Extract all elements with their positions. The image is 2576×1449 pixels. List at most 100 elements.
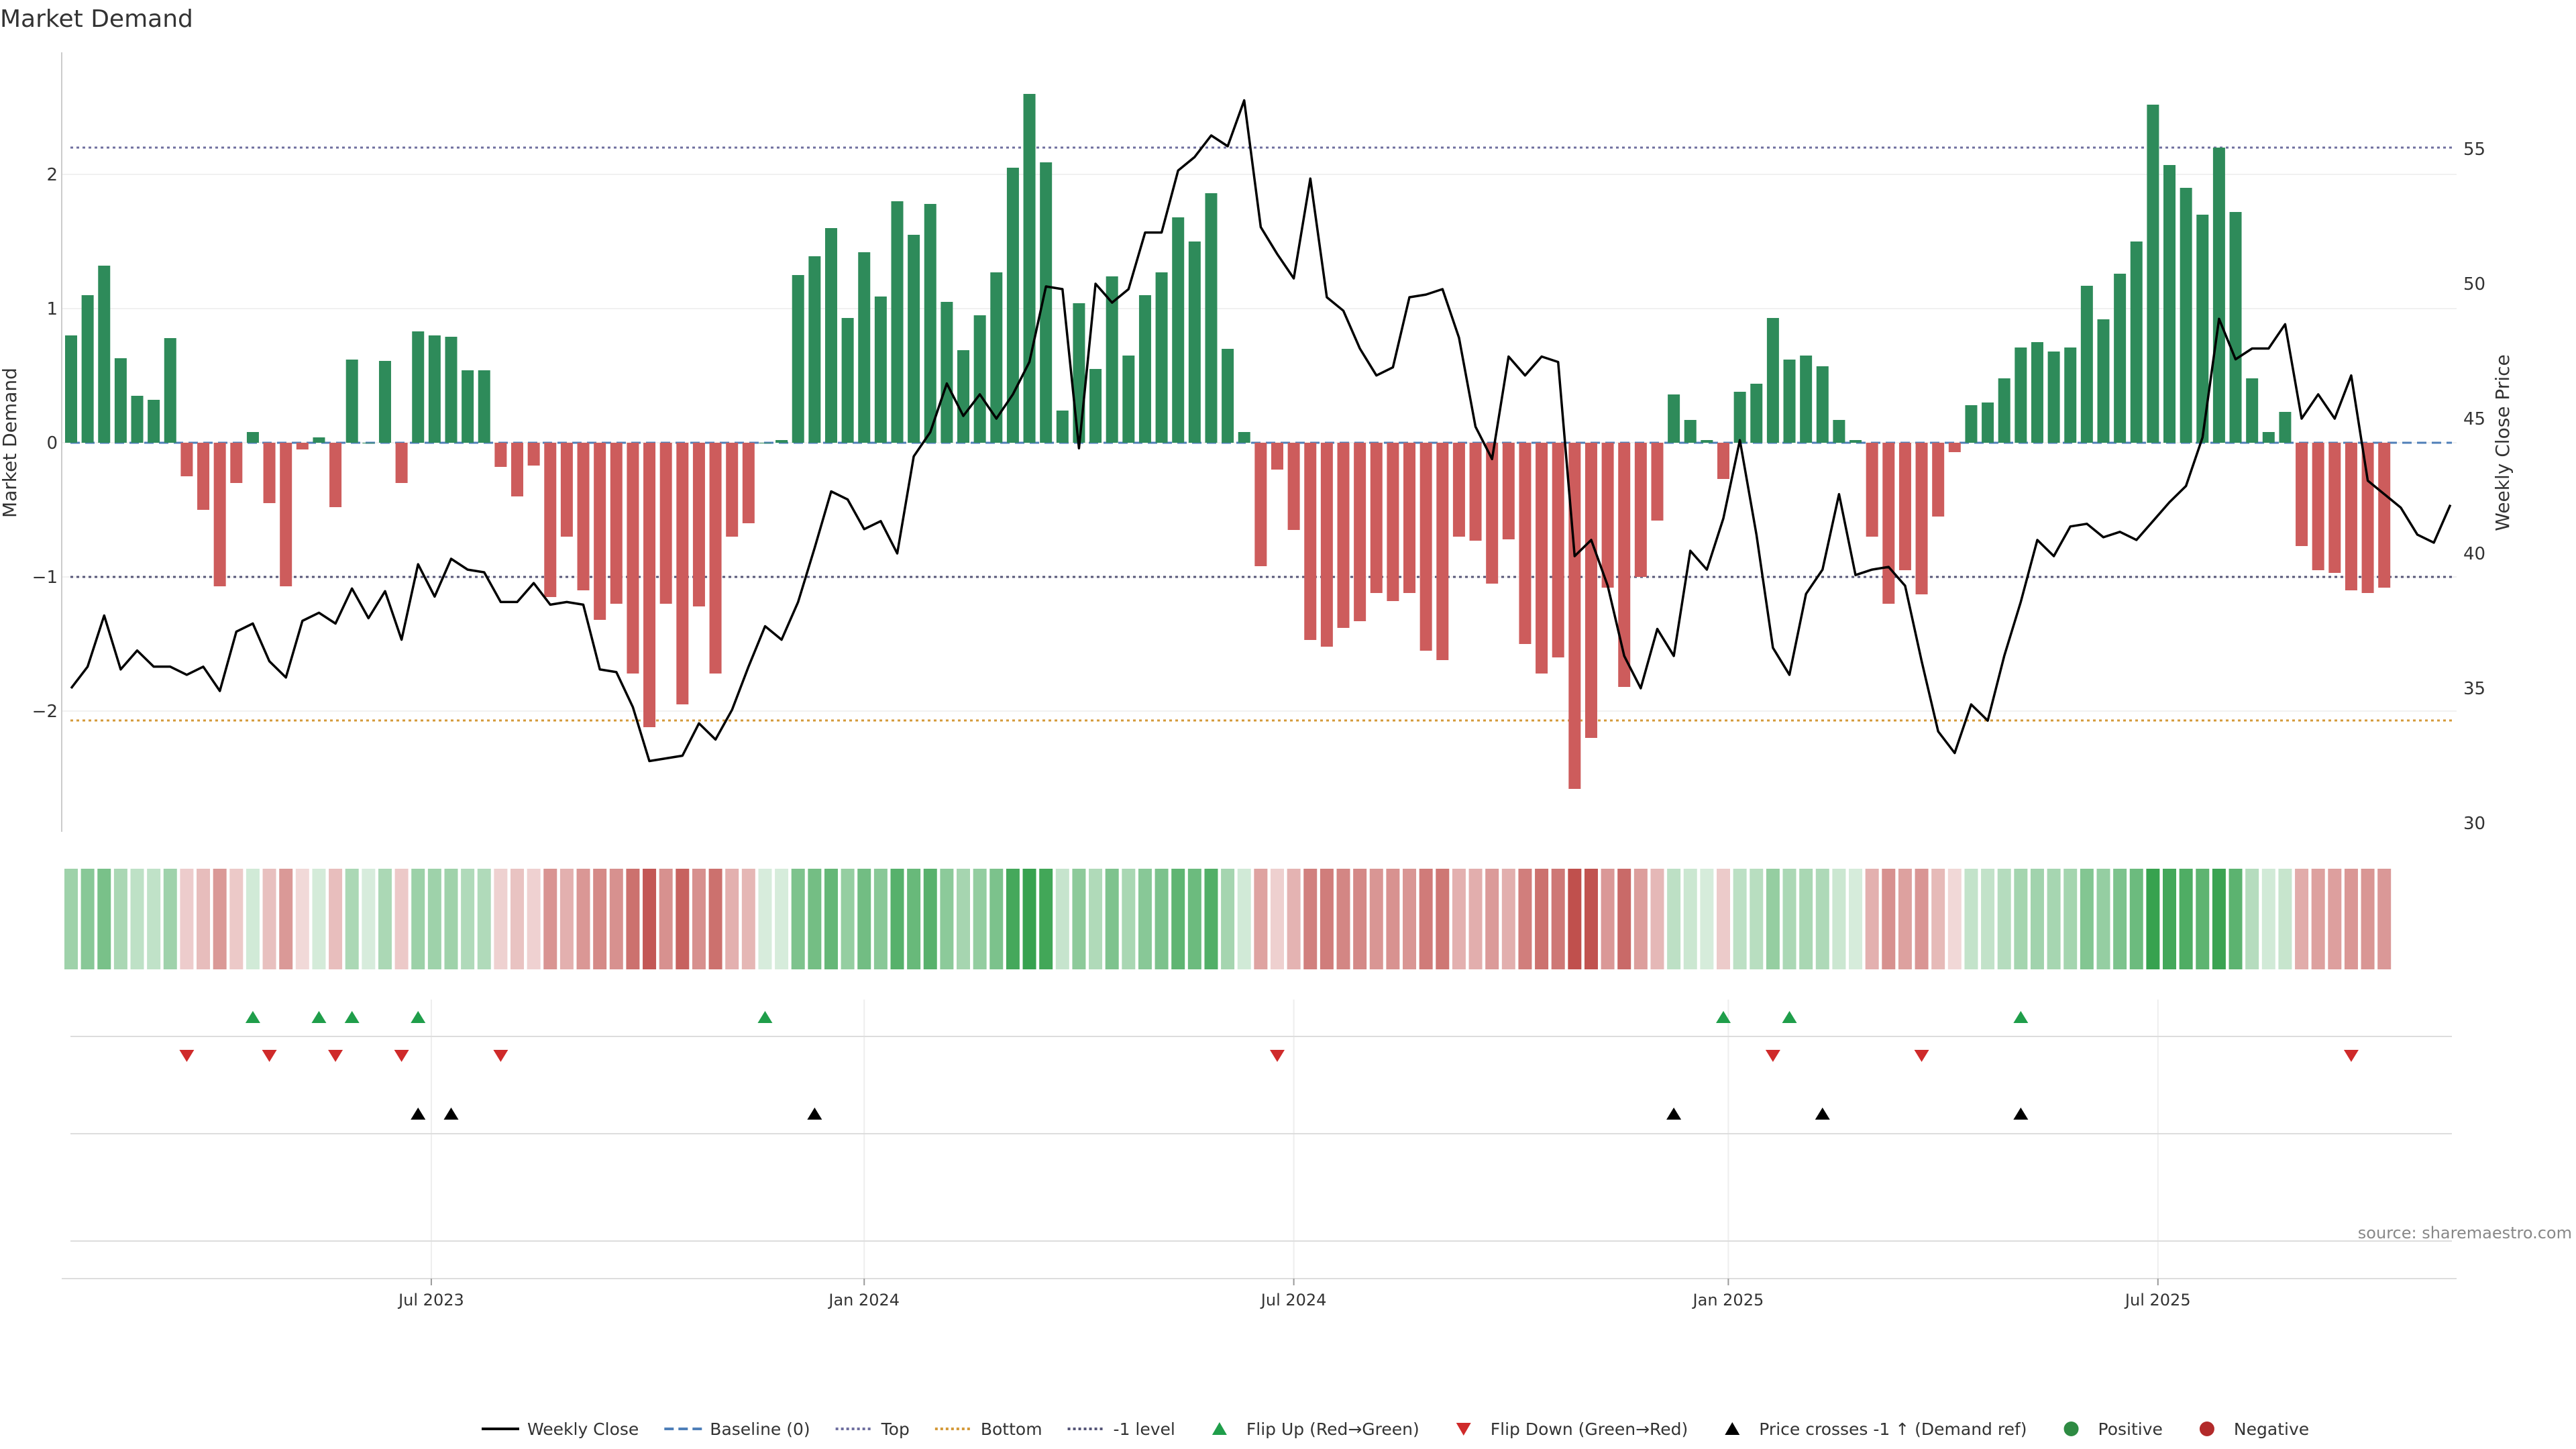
demand-bar — [1089, 369, 1102, 443]
demand-bar — [2130, 241, 2143, 443]
demand-bar — [1750, 384, 1763, 443]
price-cross-marker — [1666, 1108, 1682, 1120]
heat-cell — [2096, 869, 2110, 969]
demand-bar — [1172, 217, 1185, 443]
demand-bar — [2064, 347, 2077, 443]
demand-bar — [1701, 440, 1713, 443]
heat-cell — [824, 869, 838, 969]
heat-cell — [427, 869, 441, 969]
demand-bar — [1138, 295, 1151, 443]
heat-cell — [758, 869, 772, 969]
x-tick-label: Jul 2024 — [1260, 1291, 1327, 1309]
demand-bar — [1833, 420, 1845, 443]
heat-cell — [1187, 869, 1201, 969]
legend-swatch — [2063, 1421, 2079, 1436]
source-note: source: sharemaestro.com — [2358, 1224, 2572, 1242]
heat-cell — [1733, 869, 1747, 969]
heat-cell — [80, 869, 95, 969]
demand-bar — [65, 335, 77, 443]
demand-bar — [246, 432, 259, 443]
demand-bar — [775, 440, 788, 443]
legend-swatch — [2199, 1421, 2214, 1436]
demand-bar — [478, 370, 490, 443]
legend-label: Negative — [2234, 1419, 2309, 1439]
demand-bar — [1304, 443, 1317, 640]
demand-bar — [2378, 443, 2391, 588]
y-tick-label-left: 1 — [46, 299, 58, 319]
demand-bar — [1882, 443, 1895, 604]
legend: Weekly Close Baseline (0) Top Bottom -1 leve… — [482, 1419, 2309, 1439]
y-tick-label-left: −2 — [32, 702, 58, 722]
heat-cell — [873, 869, 888, 969]
heat-cell — [378, 869, 392, 969]
demand-bar — [1040, 162, 1053, 443]
demand-bar — [1287, 443, 1300, 530]
heat-cell — [1270, 869, 1284, 969]
heat-cell — [659, 869, 673, 969]
demand-bar — [1634, 443, 1647, 577]
heat-cell — [1865, 869, 1879, 969]
price-cross-marker — [2013, 1108, 2029, 1120]
demand-bar — [313, 437, 325, 443]
heat-cell — [1055, 869, 1069, 969]
demand-bar — [131, 396, 144, 443]
heat-cell — [1436, 869, 1450, 969]
heat-cell — [2261, 869, 2275, 969]
demand-bar — [1965, 405, 1978, 443]
heat-cell — [1551, 869, 1565, 969]
heat-cell — [444, 869, 458, 969]
heat-cell — [147, 869, 161, 969]
heat-cell — [1535, 869, 1549, 969]
demand-bar — [874, 297, 887, 443]
weekly-close-line — [70, 99, 2452, 763]
heat-cell — [295, 869, 309, 969]
demand-bar — [2345, 443, 2357, 590]
heat-cell — [1336, 869, 1350, 969]
demand-bar — [2328, 443, 2341, 573]
heat-cell — [1006, 869, 1020, 969]
flip-down-marker — [328, 1050, 343, 1062]
heat-cell — [1155, 869, 1169, 969]
demand-bar — [180, 443, 193, 476]
y-tick-label-right: 45 — [2463, 409, 2485, 429]
heat-cell — [593, 869, 607, 969]
demand-bar — [659, 443, 672, 604]
heat-cell — [2196, 869, 2210, 969]
demand-bar — [1651, 443, 1664, 521]
demand-bar — [1238, 432, 1250, 443]
demand-bar — [1354, 443, 1366, 621]
y-tick-label-right: 40 — [2463, 544, 2485, 564]
heat-cell — [1237, 869, 1251, 969]
heat-cell — [957, 869, 971, 969]
demand-bar — [1370, 443, 1383, 593]
heat-cell — [923, 869, 937, 969]
demand-bar — [1271, 443, 1283, 470]
demand-bar — [2279, 412, 2292, 443]
demand-bar — [858, 252, 871, 443]
demand-bar — [98, 266, 111, 443]
demand-bar — [329, 443, 342, 507]
demand-bar — [114, 358, 127, 443]
demand-bar — [1403, 443, 1416, 593]
demand-bar — [2163, 165, 2176, 443]
heat-cell — [989, 869, 1004, 969]
demand-bar — [164, 338, 176, 443]
demand-bar — [213, 443, 226, 586]
demand-bar — [643, 443, 656, 727]
demand-bar — [2296, 443, 2308, 546]
heat-cell — [1683, 869, 1697, 969]
heat-cell — [1171, 869, 1185, 969]
x-tick-label: Jan 2025 — [1692, 1291, 1764, 1309]
demand-bar — [2212, 148, 2225, 443]
signal-panels — [70, 1011, 2452, 1242]
demand-bar — [2312, 443, 2324, 570]
demand-bar — [1915, 443, 1928, 594]
flip-up-marker — [1782, 1011, 1797, 1023]
heat-cell — [1617, 869, 1631, 969]
heat-cell — [2295, 869, 2309, 969]
y-tick-label-right: 50 — [2463, 274, 2485, 294]
heat-cell — [494, 869, 508, 969]
heat-cell — [940, 869, 954, 969]
demand-bar — [1188, 241, 1201, 443]
y-axis-label-left: Market Demand — [0, 368, 21, 518]
